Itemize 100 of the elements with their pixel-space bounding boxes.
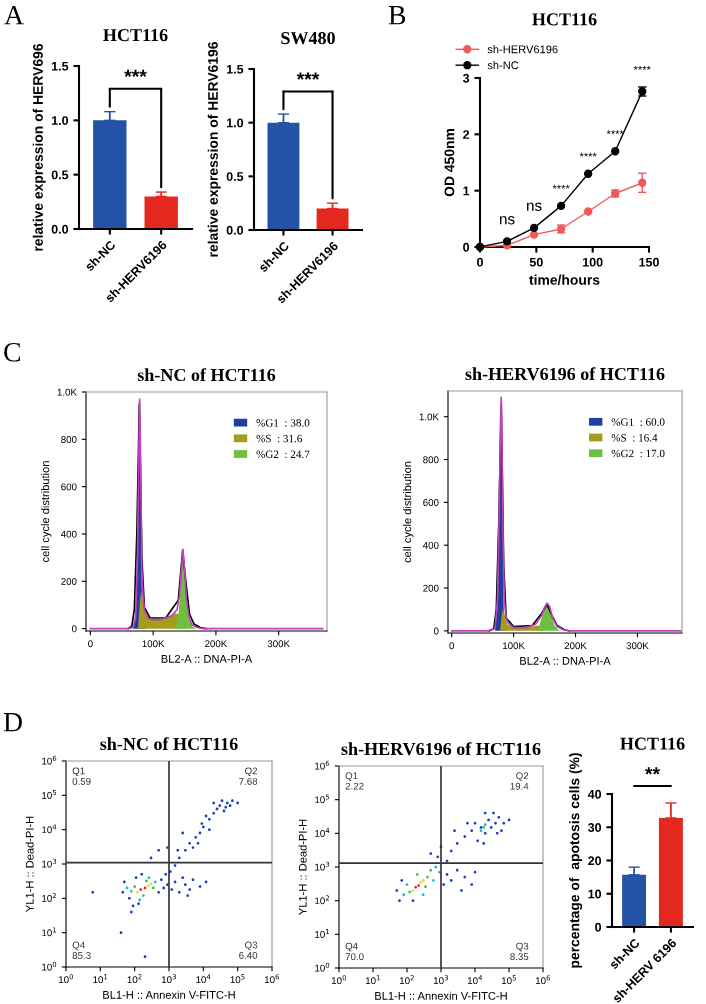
legend-label: %S : 31.6 (256, 434, 303, 443)
x-tick-label: 0 (88, 640, 93, 648)
point (583, 169, 593, 178)
annotation: *** (124, 69, 147, 78)
x-tick-label: 10$^{1}$ (365, 975, 380, 985)
y-tick-label: 0.5 (226, 172, 244, 181)
annotation: Q1 2.22 (345, 772, 364, 790)
y-tick-label: 10$^{1}$ (42, 927, 57, 937)
chart-title: HCT116 (532, 13, 597, 26)
x-axis-title: BL1-H :: Annexin V-FITC-H (375, 991, 507, 1000)
x-tick-label: 150 (639, 257, 659, 267)
chart-title: HCT116 (620, 737, 685, 750)
y-tick-label: 600 (61, 483, 77, 491)
point (556, 201, 566, 211)
y-tick-label: 800 (61, 436, 77, 443)
y-tick-label: 0 (71, 625, 77, 633)
y-tick-label: 10$^{4}$ (42, 824, 57, 834)
y-tick-label: 1.5 (227, 64, 244, 74)
text: **** (633, 65, 651, 70)
x-tick-label: 10$^{5}$ (501, 975, 516, 985)
y-tick-label: 1.0 (227, 118, 244, 128)
chart-title: sh-HERV6196 of HCT116 (341, 742, 541, 756)
x-tick-label: 200K (564, 642, 587, 650)
text: B (388, 6, 406, 25)
chart-title: SW480 (281, 31, 335, 45)
x-tick-label: 10$^{4}$ (196, 974, 211, 984)
y-axis-title: YL1-H :: Dead-PI-H (298, 819, 307, 915)
y-tick-label: 10$^{3}$ (42, 858, 57, 868)
annotation: Q2 7.68 (239, 767, 258, 785)
y-tick-label: 10 (588, 889, 602, 899)
legend-label: %G2 : 24.7 (256, 450, 310, 459)
legend-label: %G1 : 38.0 (256, 419, 310, 427)
chart-title: sh-NC of HCT116 (137, 368, 276, 382)
x-tick-label: 10$^{3}$ (433, 975, 448, 985)
y-tick-label: 10$^{6}$ (315, 760, 330, 770)
y-tick-label: 0.5 (51, 170, 69, 180)
y-tick-label: 200 (61, 578, 77, 585)
x-tick-label: 10$^{2}$ (127, 974, 142, 984)
x-tick-label: 50 (529, 257, 543, 267)
x-tick-label: 300K (626, 642, 649, 650)
y-tick-label: 0 (595, 922, 602, 932)
annotation: Q3 6.40 (239, 941, 258, 959)
y-tick-label: 400 (60, 530, 77, 538)
annotation: Q4 70.0 (345, 942, 364, 961)
x-axis-title: BL2-A :: DNA-PI-A (520, 656, 611, 665)
y-tick-label: 10$^{4}$ (315, 828, 330, 837)
y-tick-label: 0 (433, 627, 439, 635)
y-axis-title: percentage of apotosis cells (%) (569, 753, 583, 968)
y-tick-label: 10$^{5}$ (315, 794, 330, 804)
legend-label: %G1 : 60.0 (611, 418, 665, 426)
chart-title: sh-NC of HCT116 (100, 737, 238, 751)
x-tick-label: 100 (583, 257, 603, 267)
point (638, 178, 647, 187)
annotation: **** (579, 152, 597, 157)
annotation: Q4 85.3 (72, 941, 91, 959)
annotation: ns (499, 216, 515, 225)
annotation: Q1 0.59 (72, 767, 91, 785)
point (529, 230, 539, 239)
chart-title: HCT116 (103, 29, 168, 42)
annotation: Q2 19.4 (510, 772, 529, 790)
y-axis-title: cell cycle distribution (403, 461, 414, 563)
x-tick-label: 10$^{3}$ (161, 974, 176, 984)
y-tick-label: 1.0K (419, 413, 439, 421)
annotation: ns (527, 202, 542, 211)
y-tick-label: 10$^{2}$ (315, 895, 329, 905)
x-axis-title: BL2-A :: DNA-PI-A (161, 654, 253, 663)
legend-label: sh-HERV6196 (487, 45, 558, 54)
y-axis-title: relative expression of HERV696 (32, 43, 46, 251)
text: C (4, 342, 20, 362)
annotation: **** (552, 184, 570, 189)
text: A (4, 5, 24, 25)
y-tick-label: 1 (463, 186, 470, 196)
point (502, 237, 512, 246)
y-axis-title: cell cycle distribution (41, 461, 52, 562)
y-axis-title: OD 450nm (444, 129, 455, 197)
annotation: Q3 8.35 (510, 942, 529, 961)
y-tick-label: 200 (423, 584, 439, 592)
y-tick-label: 10$^{2}$ (42, 893, 56, 902)
text: ** (644, 767, 661, 775)
y-tick-label: 10$^{5}$ (42, 790, 57, 799)
y-tick-label: 40 (587, 789, 602, 799)
x-tick-label: 10$^{0}$ (331, 975, 347, 985)
x-tick-label: 200K (205, 640, 228, 648)
x-tick-label: 10$^{6}$ (264, 974, 280, 984)
y-tick-label: 1.0K (57, 388, 77, 396)
y-tick-label: 0.0 (51, 224, 69, 234)
y-tick-label: 10$^{3}$ (315, 861, 330, 871)
y-tick-label: 1.5 (52, 61, 69, 71)
point (529, 223, 539, 233)
chart-title: sh-HERV6196 of HCT116 (465, 367, 665, 381)
y-tick-label: 2 (463, 130, 470, 139)
y-tick-label: 20 (588, 856, 602, 866)
x-axis-title: time/hours (529, 274, 600, 285)
annotation: *** (296, 72, 320, 80)
line-series (89, 398, 324, 630)
legend-label: sh-NC (487, 61, 519, 70)
y-tick-label: 1.0 (52, 116, 69, 125)
x-tick-label: 10$^{6}$ (535, 975, 551, 985)
y-tick-label: 600 (423, 499, 439, 506)
x-tick-label: 100K (142, 640, 165, 648)
